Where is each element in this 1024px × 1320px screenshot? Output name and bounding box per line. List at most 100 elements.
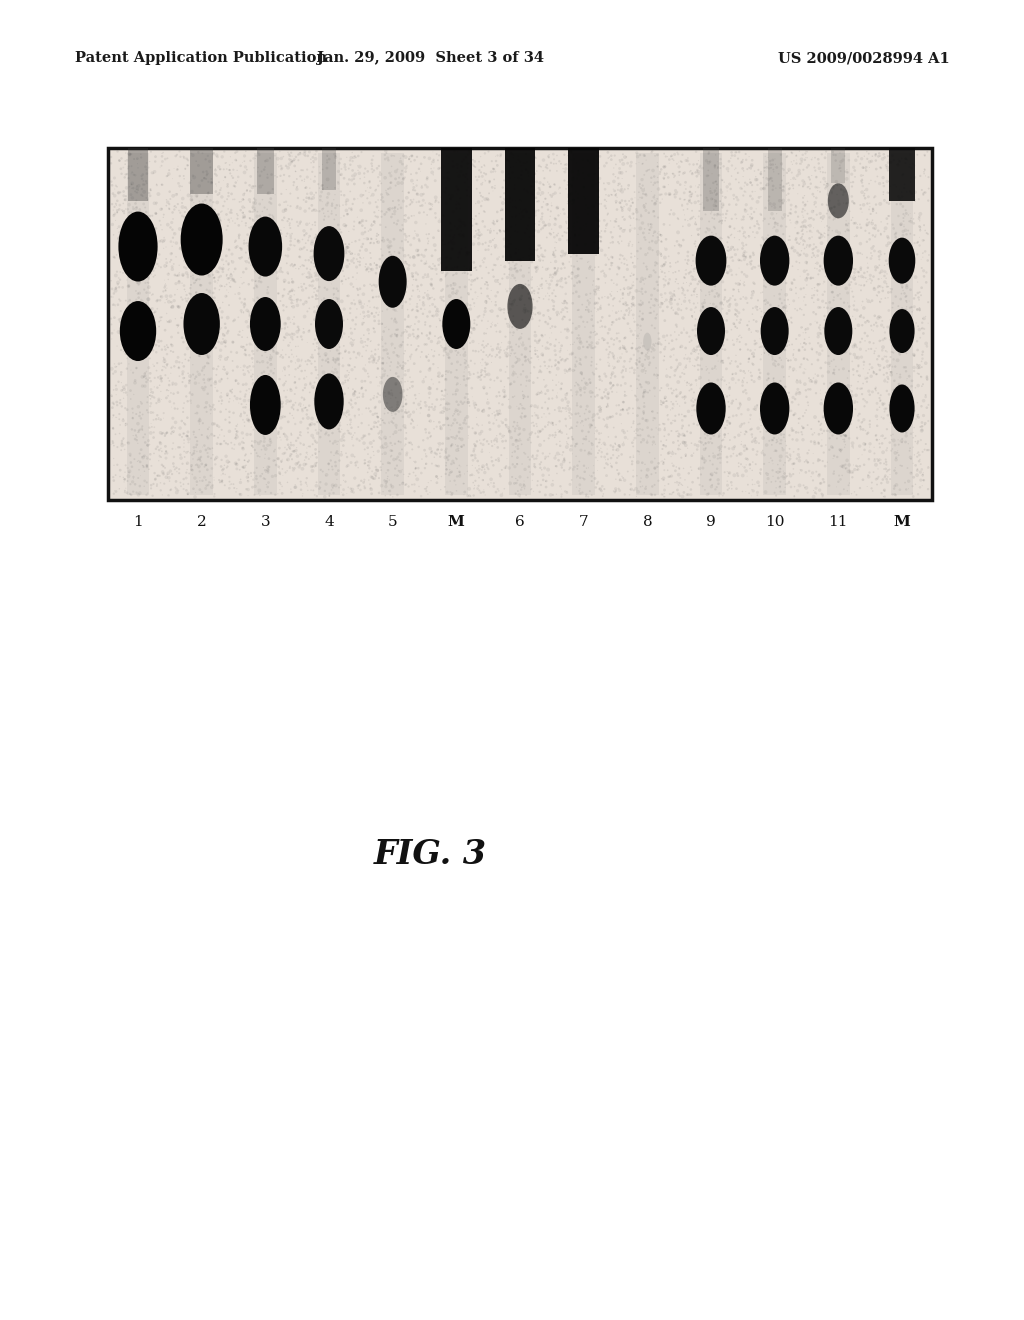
Point <box>790 300 806 321</box>
Point <box>430 358 446 379</box>
Point <box>863 211 880 232</box>
Point <box>788 329 805 350</box>
Point <box>548 414 564 436</box>
Point <box>652 389 669 411</box>
Point <box>112 389 128 411</box>
Point <box>214 276 230 297</box>
Point <box>805 268 821 289</box>
Point <box>537 214 553 235</box>
Point <box>314 191 331 213</box>
Point <box>595 486 611 507</box>
Point <box>171 351 187 372</box>
Point <box>484 314 501 335</box>
Point <box>468 206 484 227</box>
Point <box>706 397 722 418</box>
Point <box>885 408 901 429</box>
Point <box>766 416 782 437</box>
Point <box>412 202 428 223</box>
Point <box>185 298 202 319</box>
Point <box>161 263 177 284</box>
Point <box>891 375 907 396</box>
Point <box>406 177 422 198</box>
Point <box>280 261 296 282</box>
Point <box>531 172 548 193</box>
Point <box>780 178 797 199</box>
Point <box>895 203 911 224</box>
Point <box>496 220 512 242</box>
Point <box>516 470 532 491</box>
Point <box>257 157 273 178</box>
Point <box>469 223 485 244</box>
Point <box>677 432 693 453</box>
Point <box>172 202 188 223</box>
Point <box>672 161 688 182</box>
Point <box>797 195 813 216</box>
Point <box>529 346 546 367</box>
Point <box>158 447 174 469</box>
Point <box>911 297 928 318</box>
Point <box>226 231 243 252</box>
Point <box>589 420 605 441</box>
Point <box>400 466 417 487</box>
Point <box>528 259 545 280</box>
Point <box>904 255 921 276</box>
Point <box>516 298 532 319</box>
Point <box>460 428 476 449</box>
Point <box>549 271 565 292</box>
Point <box>518 160 535 181</box>
Point <box>884 279 900 300</box>
Point <box>515 162 531 183</box>
Point <box>666 396 682 417</box>
Point <box>884 342 900 363</box>
Point <box>359 363 376 384</box>
Point <box>337 370 353 391</box>
Point <box>765 347 781 368</box>
Point <box>150 436 166 457</box>
Point <box>435 315 452 337</box>
Point <box>113 440 129 461</box>
Point <box>394 331 411 352</box>
Point <box>438 277 455 298</box>
Point <box>764 434 780 455</box>
Point <box>905 260 922 281</box>
Point <box>848 309 864 330</box>
Point <box>701 323 718 345</box>
Point <box>183 186 200 207</box>
Point <box>763 388 779 409</box>
Point <box>893 395 909 416</box>
Point <box>232 156 249 177</box>
Point <box>367 252 383 273</box>
Point <box>278 371 294 392</box>
Point <box>594 387 610 408</box>
Point <box>191 408 208 429</box>
Point <box>437 267 454 288</box>
Point <box>486 169 503 190</box>
Point <box>731 273 748 294</box>
Point <box>346 215 362 236</box>
Point <box>354 346 371 367</box>
Point <box>627 359 643 380</box>
Point <box>560 428 577 449</box>
Point <box>109 277 125 298</box>
Point <box>180 421 197 442</box>
Point <box>593 397 609 418</box>
Point <box>678 259 694 280</box>
Point <box>578 300 594 321</box>
Point <box>640 215 656 236</box>
Point <box>633 461 649 482</box>
Point <box>206 143 222 164</box>
Point <box>454 437 470 458</box>
Point <box>798 334 814 355</box>
Point <box>591 407 607 428</box>
Point <box>606 181 623 202</box>
Point <box>596 210 612 231</box>
Text: 7: 7 <box>579 515 589 529</box>
Point <box>656 290 673 312</box>
Point <box>852 339 868 360</box>
Point <box>282 325 298 346</box>
Point <box>855 469 871 490</box>
Point <box>415 292 431 313</box>
Point <box>852 455 868 477</box>
Point <box>202 438 218 459</box>
Point <box>666 345 682 366</box>
